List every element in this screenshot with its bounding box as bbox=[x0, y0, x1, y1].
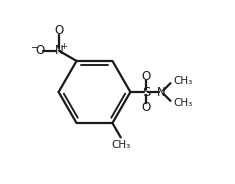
Text: O: O bbox=[141, 70, 151, 83]
Text: CH₃: CH₃ bbox=[174, 98, 193, 108]
Text: O: O bbox=[35, 44, 44, 57]
Text: N: N bbox=[157, 86, 166, 98]
Text: N: N bbox=[55, 44, 63, 57]
Text: O: O bbox=[141, 101, 151, 114]
Text: O: O bbox=[55, 24, 64, 37]
Text: CH₃: CH₃ bbox=[174, 76, 193, 86]
Text: CH₃: CH₃ bbox=[111, 140, 131, 150]
Text: −: − bbox=[31, 43, 39, 53]
Text: +: + bbox=[60, 42, 67, 51]
Text: S: S bbox=[142, 86, 150, 98]
